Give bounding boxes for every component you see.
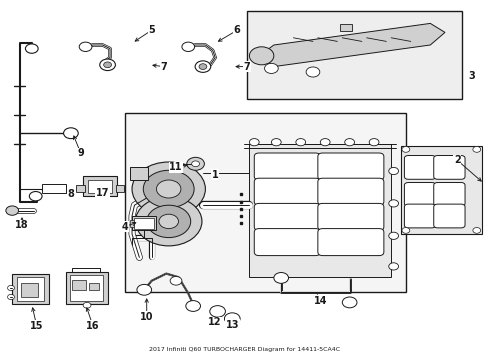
Text: 5: 5 [148,25,155,35]
Text: 7: 7 [243,62,250,72]
FancyBboxPatch shape [433,156,464,179]
Text: 17: 17 [96,188,109,198]
Circle shape [249,139,259,146]
Text: 4: 4 [121,222,128,232]
FancyBboxPatch shape [404,204,435,228]
Bar [339,24,351,31]
FancyBboxPatch shape [404,183,435,206]
Text: 11: 11 [169,162,183,172]
Circle shape [249,47,273,65]
Circle shape [191,161,199,167]
Circle shape [388,263,398,270]
Bar [20,283,38,297]
Text: 2: 2 [453,155,460,165]
Circle shape [388,200,398,207]
FancyBboxPatch shape [433,183,464,206]
Text: 3: 3 [468,71,474,81]
Circle shape [320,139,329,146]
Bar [129,220,134,227]
Bar [72,280,86,290]
Text: 16: 16 [86,321,100,331]
Circle shape [143,170,194,208]
Circle shape [29,192,42,201]
Circle shape [388,167,398,175]
Bar [89,283,99,290]
Circle shape [100,59,115,71]
Circle shape [170,276,182,285]
FancyBboxPatch shape [317,178,383,205]
Bar [83,176,117,196]
FancyBboxPatch shape [254,229,320,256]
FancyBboxPatch shape [317,229,383,256]
Circle shape [103,62,111,68]
Circle shape [368,139,378,146]
Text: 2017 Infiniti Q60 TURBOCHARGER Diagram for 14411-5CA4C: 2017 Infiniti Q60 TURBOCHARGER Diagram f… [149,347,339,352]
Circle shape [273,273,288,283]
Circle shape [388,232,398,239]
Circle shape [209,306,225,317]
Text: 6: 6 [233,25,240,35]
Text: 14: 14 [313,296,326,306]
Circle shape [25,44,38,53]
Circle shape [79,42,92,51]
FancyBboxPatch shape [404,156,435,179]
Circle shape [195,61,210,72]
Text: 13: 13 [225,320,239,330]
Bar [132,216,156,230]
Text: 9: 9 [77,148,84,158]
Circle shape [83,302,91,308]
Circle shape [305,67,319,77]
Text: 12: 12 [208,317,222,327]
FancyBboxPatch shape [317,153,383,180]
Text: 10: 10 [140,312,153,322]
Circle shape [472,228,480,233]
FancyBboxPatch shape [254,178,320,205]
Circle shape [135,197,202,246]
Circle shape [472,147,480,152]
Circle shape [401,228,409,233]
Circle shape [342,297,356,308]
Circle shape [156,180,181,198]
Circle shape [63,128,78,139]
FancyBboxPatch shape [254,203,320,230]
Bar [129,167,148,180]
Circle shape [146,205,190,238]
Bar [12,274,49,304]
Circle shape [264,63,278,73]
Polygon shape [400,146,481,234]
Circle shape [401,147,409,152]
Circle shape [185,301,200,311]
Circle shape [271,139,281,146]
Circle shape [199,64,206,69]
Bar [41,184,66,193]
Circle shape [159,214,178,229]
Bar [124,113,405,292]
Circle shape [182,42,194,51]
Bar [70,275,103,301]
Polygon shape [259,23,444,67]
Polygon shape [249,144,390,277]
Text: 1: 1 [211,170,218,180]
Text: 15: 15 [30,321,43,331]
Circle shape [137,284,151,295]
Circle shape [186,157,204,170]
Circle shape [6,206,19,215]
Bar [116,185,123,192]
Bar [246,11,461,99]
FancyBboxPatch shape [317,203,383,230]
Circle shape [224,313,240,324]
Bar [17,277,44,301]
Circle shape [344,139,354,146]
Circle shape [132,162,205,216]
Text: 8: 8 [67,189,74,199]
FancyBboxPatch shape [433,204,464,228]
Text: 7: 7 [160,62,167,72]
Bar [66,272,107,304]
Bar [88,180,112,193]
Text: 18: 18 [15,220,29,230]
Bar [76,185,84,192]
FancyBboxPatch shape [254,153,320,180]
Circle shape [295,139,305,146]
Bar [134,218,154,229]
